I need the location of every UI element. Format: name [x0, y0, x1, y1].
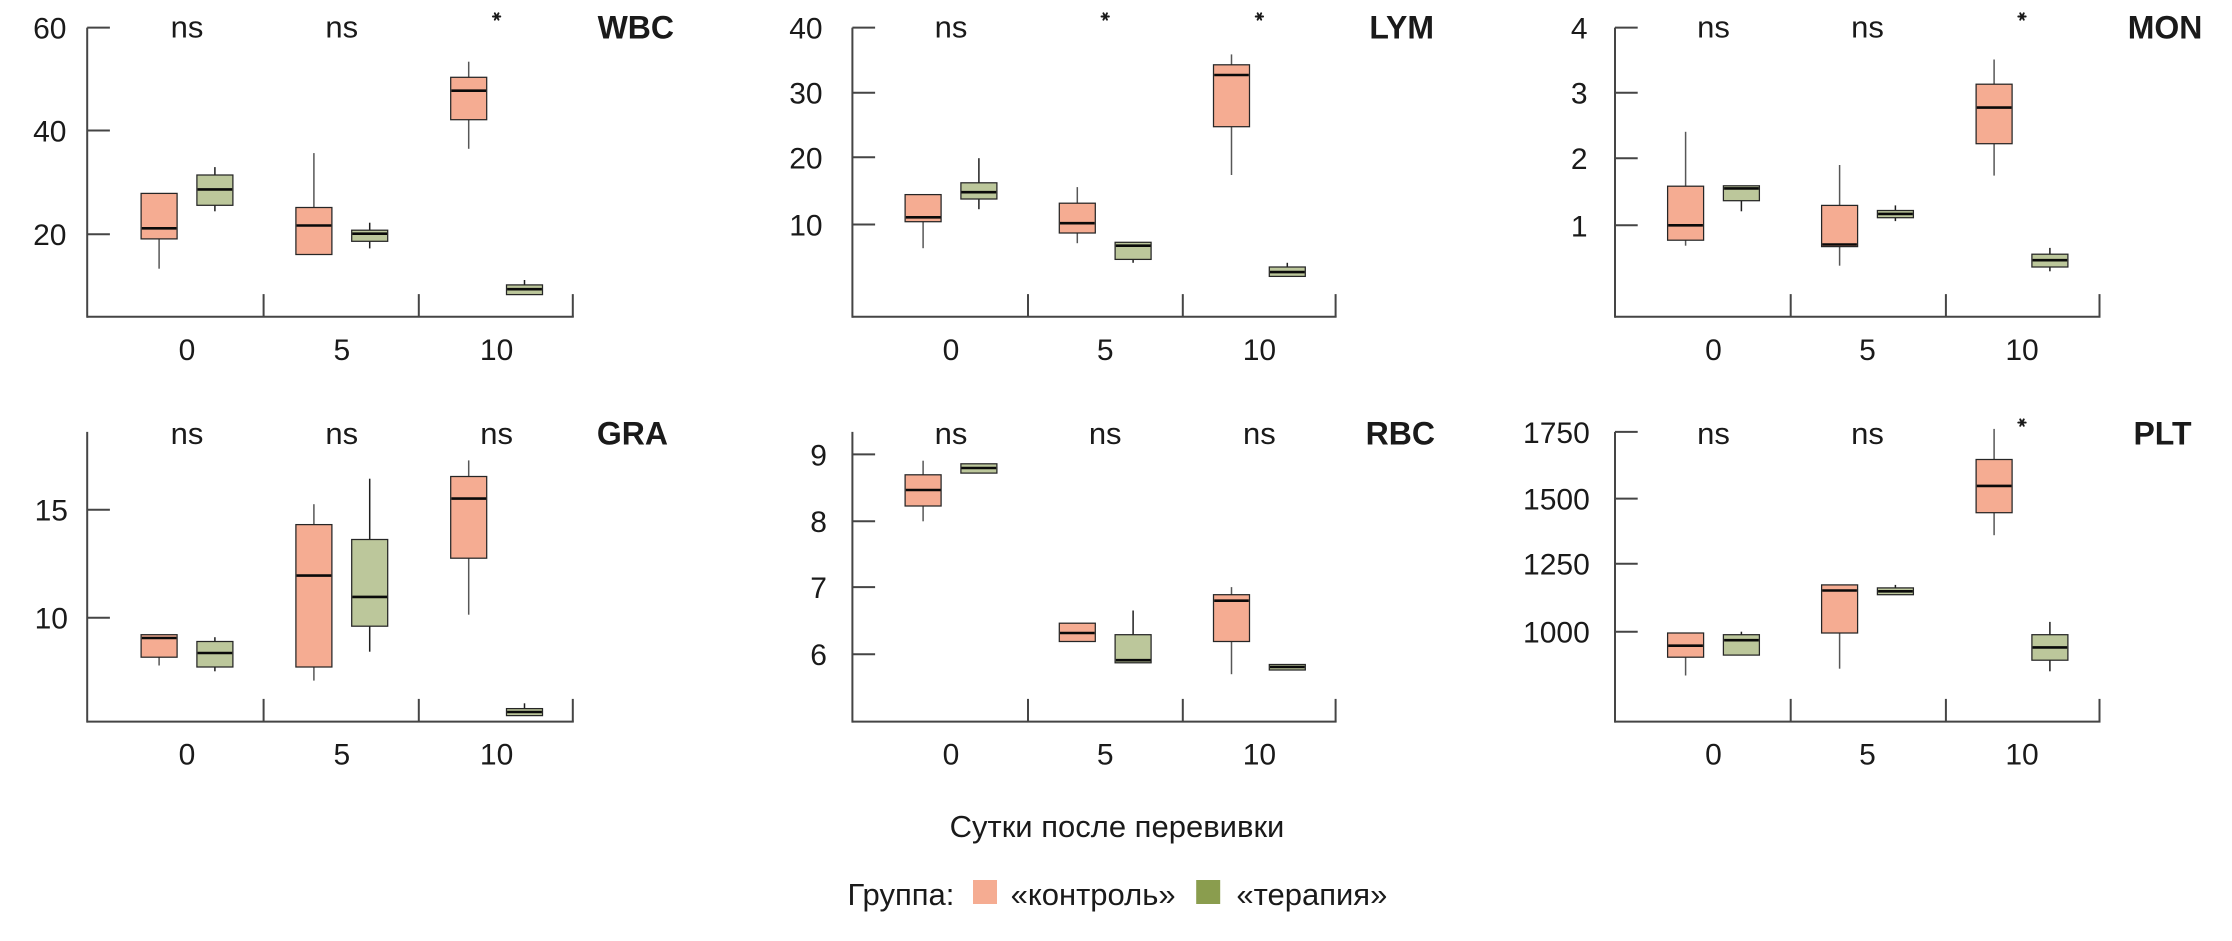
- svg-text:0: 0: [179, 334, 196, 367]
- svg-text:1250: 1250: [1523, 549, 1590, 582]
- svg-text:ns: ns: [935, 9, 968, 44]
- svg-text:10: 10: [1243, 334, 1276, 367]
- svg-text:4: 4: [1571, 13, 1588, 46]
- svg-text:10: 10: [480, 334, 513, 367]
- svg-text:3: 3: [1571, 78, 1588, 111]
- svg-text:ns: ns: [1697, 9, 1730, 44]
- svg-text:GRA: GRA: [597, 416, 668, 452]
- svg-text:«контроль»: «контроль»: [1011, 877, 1176, 912]
- svg-text:5: 5: [1859, 739, 1876, 772]
- svg-text:10: 10: [2005, 739, 2038, 772]
- svg-text:10: 10: [789, 210, 822, 243]
- svg-text:1: 1: [1571, 210, 1588, 243]
- svg-text:10: 10: [1243, 739, 1276, 772]
- svg-text:20: 20: [33, 219, 66, 252]
- svg-text:0: 0: [943, 739, 960, 772]
- svg-text:«терапия»: «терапия»: [1236, 877, 1387, 912]
- svg-text:5: 5: [333, 739, 350, 772]
- svg-text:5: 5: [1859, 334, 1876, 367]
- svg-text:0: 0: [943, 334, 960, 367]
- svg-text:ns: ns: [1851, 416, 1884, 451]
- svg-text:ns: ns: [171, 9, 204, 44]
- svg-text:ns: ns: [935, 416, 968, 451]
- svg-text:10: 10: [2005, 334, 2038, 367]
- svg-text:1000: 1000: [1523, 617, 1590, 650]
- svg-text:5: 5: [1097, 739, 1114, 772]
- svg-text:Сутки после перевивки: Сутки после перевивки: [950, 809, 1285, 844]
- svg-text:PLT: PLT: [2133, 416, 2192, 452]
- svg-text:60: 60: [33, 13, 66, 46]
- svg-text:MON: MON: [2128, 9, 2203, 45]
- svg-text:5: 5: [333, 334, 350, 367]
- svg-text:LYM: LYM: [1369, 9, 1434, 45]
- svg-text:ns: ns: [480, 416, 513, 451]
- svg-text:ns: ns: [1243, 416, 1276, 451]
- svg-text:0: 0: [179, 739, 196, 772]
- svg-text:10: 10: [480, 739, 513, 772]
- svg-text:20: 20: [789, 142, 822, 175]
- svg-text:7: 7: [810, 572, 827, 605]
- svg-text:0: 0: [1705, 739, 1722, 772]
- svg-text:40: 40: [33, 116, 66, 149]
- svg-text:40: 40: [789, 13, 822, 46]
- svg-text:ns: ns: [1697, 416, 1730, 451]
- svg-text:30: 30: [789, 78, 822, 111]
- svg-text:1500: 1500: [1523, 484, 1590, 517]
- svg-text:8: 8: [810, 506, 827, 539]
- svg-text:1750: 1750: [1523, 417, 1590, 450]
- svg-text:WBC: WBC: [598, 9, 674, 45]
- svg-text:ns: ns: [325, 9, 358, 44]
- svg-text:6: 6: [810, 639, 827, 672]
- svg-text:RBC: RBC: [1366, 416, 1435, 452]
- svg-text:ns: ns: [171, 416, 204, 451]
- svg-text:10: 10: [35, 603, 68, 636]
- svg-text:15: 15: [35, 495, 68, 528]
- svg-text:ns: ns: [325, 416, 358, 451]
- svg-text:0: 0: [1705, 334, 1722, 367]
- svg-text:2: 2: [1571, 143, 1588, 176]
- svg-text:Группа:: Группа:: [848, 877, 955, 912]
- svg-text:9: 9: [810, 439, 827, 472]
- svg-text:ns: ns: [1089, 416, 1122, 451]
- svg-text:ns: ns: [1851, 9, 1884, 44]
- svg-text:5: 5: [1097, 334, 1114, 367]
